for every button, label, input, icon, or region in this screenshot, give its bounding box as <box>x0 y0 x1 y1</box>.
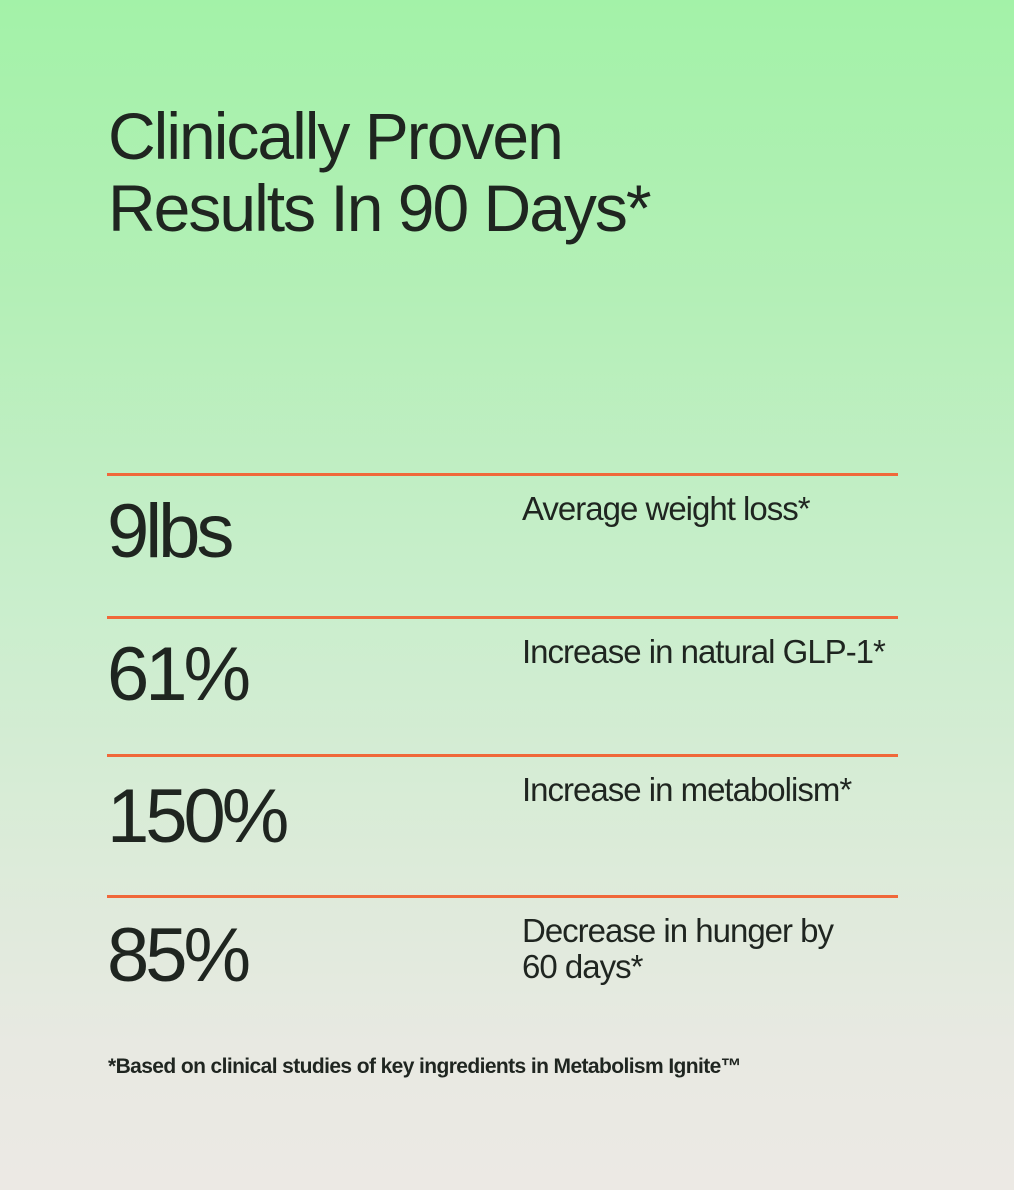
stat-label: Average weight loss* <box>522 490 811 527</box>
stat-value: 85% <box>107 913 251 998</box>
stat-row-metabolism: 150% Increase in metabolism* <box>107 754 898 859</box>
stat-row-hunger: 85% Decrease in hunger by 60 days* <box>107 895 898 998</box>
stat-label: Increase in natural GLP-1* <box>522 633 886 670</box>
stat-label: Increase in metabolism* <box>522 771 852 808</box>
stat-value: 150% <box>107 774 289 859</box>
page-title-line-2: Results In 90 Days* <box>108 171 652 245</box>
page-title-line-1: Clinically Proven <box>108 99 564 173</box>
stat-row-glp1: 61% Increase in natural GLP-1* <box>107 616 898 717</box>
footnote: *Based on clinical studies of key ingred… <box>108 1055 742 1078</box>
stat-label-line-2: 60 days* <box>522 948 643 985</box>
stat-value: 61% <box>107 632 251 717</box>
stat-row-weight-loss: 9lbs Average weight loss* <box>107 473 898 574</box>
stat-label: Decrease in hunger by 60 days* <box>522 913 898 985</box>
page-title: Clinically Proven Results In 90 Days* <box>108 100 908 244</box>
stat-value: 9lbs <box>107 489 234 574</box>
stat-label-line-1: Decrease in hunger by <box>522 912 834 949</box>
